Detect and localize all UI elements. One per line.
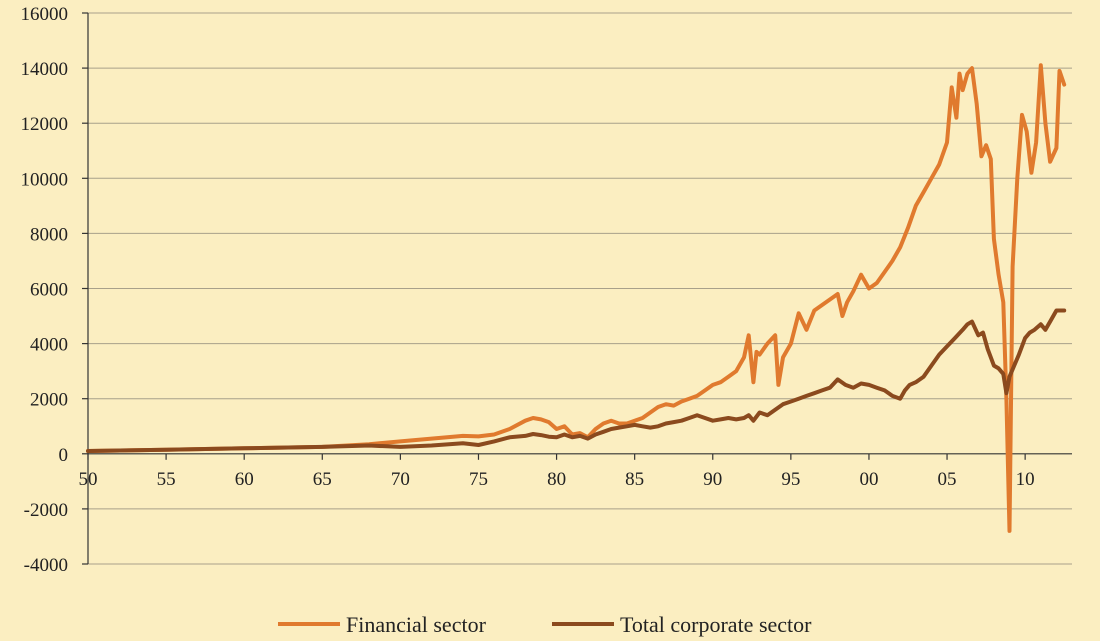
y-tick-label: 0 xyxy=(59,445,69,466)
gridlines xyxy=(88,12,1072,565)
x-tick-label: 90 xyxy=(703,469,722,490)
x-tick-label: 10 xyxy=(1016,469,1035,490)
y-tick-label: 10000 xyxy=(21,169,69,190)
x-tick-label: 95 xyxy=(781,469,800,490)
legend-label-financial: Financial sector xyxy=(346,612,487,637)
x-axis-ticks: 50 55 60 65 70 75 80 85 90 95 00 05 10 xyxy=(79,453,1035,490)
y-axis-ticks: 16000 14000 12000 10000 8000 6000 4000 2000 0 -20… xyxy=(21,4,88,576)
axes xyxy=(87,13,1072,564)
series-line-financial xyxy=(86,63,1067,533)
y-tick-label: 8000 xyxy=(30,224,68,245)
legend-label-total: Total corporate sector xyxy=(620,612,812,637)
y-tick-label: 6000 xyxy=(30,280,68,301)
y-tick-label: -2000 xyxy=(24,500,68,521)
y-tick-label: 12000 xyxy=(21,114,69,135)
x-tick-label: 00 xyxy=(859,469,878,490)
series-layer xyxy=(86,63,1067,533)
y-tick-label: 14000 xyxy=(21,59,69,80)
x-tick-label: 65 xyxy=(313,469,332,490)
x-tick-label: 05 xyxy=(938,469,957,490)
x-tick-label: 60 xyxy=(235,469,254,490)
series-line-total xyxy=(86,308,1067,453)
x-tick-label: 80 xyxy=(547,469,566,490)
x-tick-label: 70 xyxy=(391,469,410,490)
legend: Financial sector Total corporate sector xyxy=(278,612,812,637)
y-tick-label: -4000 xyxy=(24,555,68,576)
x-tick-label: 55 xyxy=(157,469,176,490)
x-tick-label: 85 xyxy=(625,469,644,490)
x-tick-label: 75 xyxy=(469,469,488,490)
y-tick-label: 2000 xyxy=(30,390,68,411)
y-tick-label: 4000 xyxy=(30,335,68,356)
y-tick-label: 16000 xyxy=(21,4,69,25)
